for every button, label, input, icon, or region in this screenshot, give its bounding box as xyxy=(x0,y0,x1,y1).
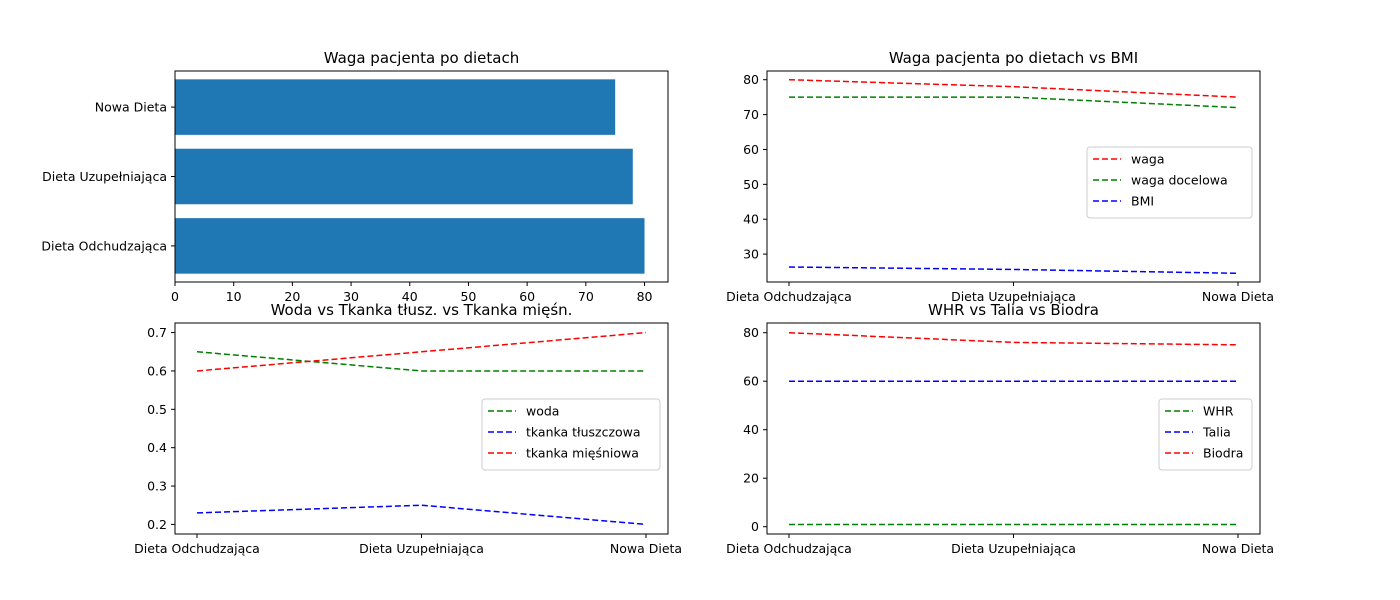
legend-box xyxy=(1086,146,1253,219)
series-line-BMI xyxy=(788,266,1239,275)
chart-title: Waga pacjenta po dietach xyxy=(324,49,519,67)
y-tick-label: 40 xyxy=(743,212,759,227)
series-line-waga-docelowa xyxy=(789,96,1239,109)
legend-label: Biodra xyxy=(1203,446,1243,461)
y-tick-label: 60 xyxy=(743,374,759,389)
bar xyxy=(175,79,616,135)
y-tick-label: Nowa Dieta xyxy=(95,100,167,115)
legend-label: tkanka tłuszczowa xyxy=(526,425,641,440)
series-line-tkanka-tłuszczowa xyxy=(196,504,647,526)
series-line-tkanka-mięśniowa xyxy=(196,331,647,372)
y-tick-label: Dieta Uzupełniająca xyxy=(42,169,167,184)
axes-frame xyxy=(766,322,1261,535)
x-tick-label: Dieta Odchudzająca xyxy=(726,541,852,556)
y-tick-label: 0.2 xyxy=(147,517,167,532)
legend-label: woda xyxy=(526,404,559,419)
x-tick-label: Nowa Dieta xyxy=(1202,289,1274,304)
x-tick-label: 50 xyxy=(460,289,476,304)
y-tick-label: 40 xyxy=(743,422,759,437)
legend: WHR Talia Biodra xyxy=(1158,398,1253,471)
series-line-waga xyxy=(788,78,1239,98)
y-tick-label: Dieta Odchudzająca xyxy=(41,238,167,253)
y-tick-label: 50 xyxy=(743,177,759,192)
x-tick-label: 60 xyxy=(519,289,535,304)
x-tick-label: Dieta Uzupełniająca xyxy=(359,541,484,556)
chart-1: Waga pacjenta po dietach Dieta Odchudzają… xyxy=(41,49,669,304)
legend-label: waga xyxy=(1131,152,1164,167)
x-tick-label: Nowa Dieta xyxy=(610,541,682,556)
legend: woda tkanka tłuszczowa tkanka mięśniowa xyxy=(481,398,661,471)
y-tick-label: 0 xyxy=(751,519,759,534)
chart-title: Woda vs Tkanka tłusz. vs Tkanka mięśn. xyxy=(271,301,573,319)
series-line-Biodra xyxy=(788,331,1239,346)
legend-label: Talia xyxy=(1202,425,1231,440)
axes-frame xyxy=(174,322,669,535)
x-tick-label: Dieta Odchudzająca xyxy=(726,289,852,304)
x-tick-label: Dieta Uzupełniająca xyxy=(951,541,1076,556)
y-tick-label: 0.5 xyxy=(147,402,167,417)
y-tick-label: 70 xyxy=(743,107,759,122)
x-tick-label: 70 xyxy=(578,289,594,304)
x-tick-label: 0 xyxy=(171,289,179,304)
y-tick-label: 0.6 xyxy=(147,363,167,378)
x-tick-label: Dieta Uzupełniająca xyxy=(951,289,1076,304)
x-tick-label: 20 xyxy=(284,289,300,304)
axes-frame xyxy=(174,70,669,283)
x-tick-label: Nowa Dieta xyxy=(1202,541,1274,556)
x-tick-label: 80 xyxy=(637,289,653,304)
y-tick-label: 20 xyxy=(743,471,759,486)
axes-frame xyxy=(766,70,1261,283)
y-tick-label: 60 xyxy=(743,142,759,157)
y-tick-label: 80 xyxy=(743,325,759,340)
series-line-woda xyxy=(196,351,646,372)
chart-2: Waga pacjenta po dietach vs BMI Dieta Odc… xyxy=(726,49,1274,304)
y-tick-label: 0.7 xyxy=(147,325,167,340)
chart-title: WHR vs Talia vs Biodra xyxy=(928,301,1099,319)
legend-label: waga docelowa xyxy=(1131,173,1228,188)
x-tick-label: 10 xyxy=(226,289,242,304)
x-tick-label: 30 xyxy=(343,289,359,304)
legend-box xyxy=(1158,398,1253,471)
x-tick-label: Dieta Odchudzająca xyxy=(134,541,260,556)
legend-label: tkanka mięśniowa xyxy=(526,446,639,461)
y-tick-label: 30 xyxy=(743,247,759,262)
legend-label: BMI xyxy=(1131,194,1154,209)
legend: waga waga docelowa BMI xyxy=(1086,146,1253,219)
legend-box xyxy=(481,398,661,471)
y-tick-label: 0.4 xyxy=(147,440,167,455)
chart-title: Waga pacjenta po dietach vs BMI xyxy=(889,49,1138,67)
x-tick-label: 40 xyxy=(402,289,418,304)
y-tick-label: 80 xyxy=(743,72,759,87)
legend-label: WHR xyxy=(1203,404,1234,419)
bar xyxy=(175,218,645,274)
bar xyxy=(175,148,633,205)
y-tick-label: 0.3 xyxy=(147,479,167,494)
chart-4: WHR vs Talia vs Biodra Dieta Odchudzająca… xyxy=(726,301,1274,556)
chart-3: Woda vs Tkanka tłusz. vs Tkanka mięśn. Di… xyxy=(134,301,682,556)
